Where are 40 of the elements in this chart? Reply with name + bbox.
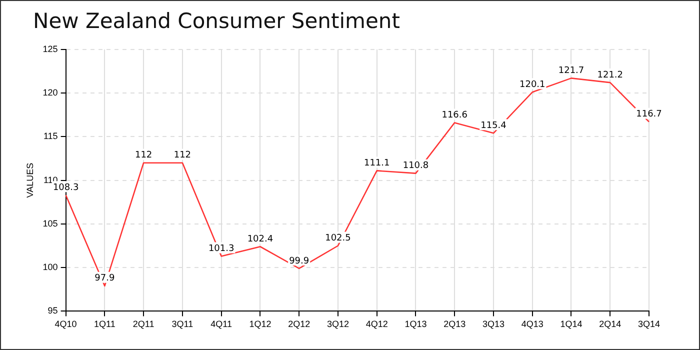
y-tick-label: 105 bbox=[42, 218, 58, 228]
x-tick-label: 1Q11 bbox=[94, 319, 116, 330]
data-label: 110.8 bbox=[402, 161, 429, 172]
data-label: 99.9 bbox=[289, 256, 310, 266]
data-label: 108.3 bbox=[52, 182, 79, 193]
y-tick-label: 100 bbox=[42, 262, 58, 272]
y-tick-label: 115 bbox=[43, 131, 58, 142]
data-label: 120.1 bbox=[519, 80, 546, 90]
data-label: 115.4 bbox=[480, 121, 507, 132]
y-axis-title: VALUES bbox=[24, 162, 35, 198]
x-tick-label: 1Q13 bbox=[404, 319, 427, 330]
y-tick-label: 95 bbox=[48, 306, 58, 316]
x-tick-label: 3Q14 bbox=[638, 319, 660, 330]
data-label: 112 bbox=[174, 150, 192, 161]
data-label: 111.1 bbox=[364, 158, 390, 169]
x-tick-label: 2Q14 bbox=[599, 319, 622, 330]
data-label: 102.4 bbox=[247, 234, 274, 244]
data-label: 121.7 bbox=[558, 66, 584, 76]
data-label: 116.7 bbox=[636, 110, 662, 120]
x-tick-label: 4Q10 bbox=[54, 319, 77, 330]
x-tick-label: 4Q13 bbox=[521, 319, 544, 330]
data-label: 97.9 bbox=[94, 274, 115, 284]
data-label: 112 bbox=[134, 150, 152, 161]
x-tick-label: 3Q12 bbox=[326, 319, 349, 330]
y-tick-label: 125 bbox=[42, 44, 58, 54]
data-label: 101.3 bbox=[208, 244, 234, 254]
data-label: 116.6 bbox=[442, 110, 468, 121]
data-label: 102.5 bbox=[325, 234, 351, 244]
y-tick-label: 120 bbox=[42, 88, 58, 98]
x-tick-label: 2Q13 bbox=[444, 319, 466, 330]
x-tick-label: 4Q12 bbox=[366, 319, 388, 330]
x-tick-label: 4Q11 bbox=[210, 319, 232, 330]
x-tick-label: 3Q13 bbox=[482, 319, 504, 330]
x-tick-label: 1Q14 bbox=[560, 319, 582, 330]
chart-title: New Zealand Consumer Sentiment bbox=[33, 9, 400, 33]
x-tick-label: 3Q11 bbox=[172, 319, 194, 330]
x-tick-label: 2Q12 bbox=[288, 319, 310, 330]
data-label: 121.2 bbox=[597, 70, 624, 80]
x-tick-label: 1Q12 bbox=[249, 319, 272, 330]
x-tick-label: 2Q11 bbox=[132, 319, 154, 330]
